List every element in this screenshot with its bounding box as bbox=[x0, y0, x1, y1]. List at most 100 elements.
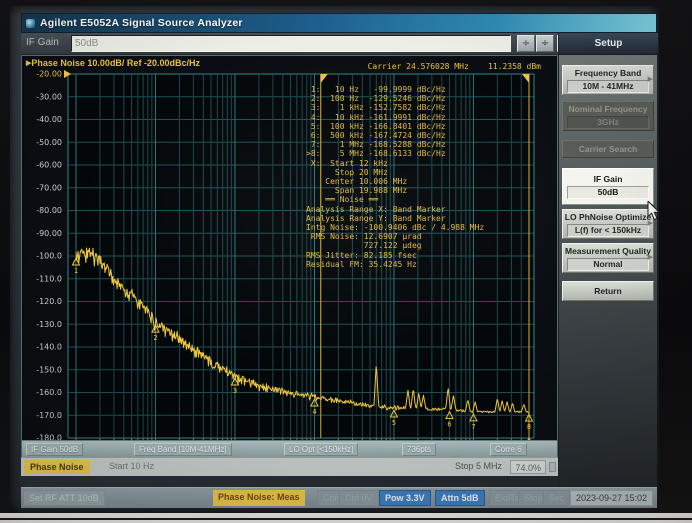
softkey-menu-title: Setup bbox=[559, 33, 658, 55]
trace-marker-5[interactable] bbox=[389, 408, 399, 418]
taskbar-item-2023-09-27-15-02: 2023-09-27 15:02 bbox=[570, 490, 654, 506]
taskbar-item-attn-5db: Attn 5dB bbox=[435, 490, 485, 506]
readout-line: >8: 5 MHz -168.6133 dBc/Hz bbox=[306, 149, 446, 159]
readout-line: ══ Noise ══ bbox=[306, 195, 379, 205]
softkey-value: L(f) for < 150kHz bbox=[567, 224, 649, 237]
window-title: Agilent E5052A Signal Source Analyzer bbox=[40, 17, 243, 29]
readout-line: 2: 100 Hz -129.5246 dBc/Hz bbox=[306, 94, 446, 104]
softkey-menu: Setup Frequency Band 10M - 41MHz ▶ Nominal … bbox=[558, 33, 658, 487]
softkey-label: Measurement Quality bbox=[565, 246, 651, 256]
spin-down-button[interactable]: ÷ bbox=[517, 35, 535, 52]
svg-text:-60.00: -60.00 bbox=[36, 161, 62, 170]
svg-text:6: 6 bbox=[447, 420, 451, 428]
svg-text:-100.0: -100.0 bbox=[36, 252, 62, 261]
readout-line: 6: 500 kHz -167.4724 dBc/Hz bbox=[306, 131, 446, 141]
status-mini-box bbox=[549, 462, 556, 472]
svg-text:-120.0: -120.0 bbox=[36, 297, 62, 306]
trace-marker-3[interactable] bbox=[230, 376, 240, 386]
carrier-readout: Carrier 24.576028 MHz 11.2358 dBm bbox=[367, 62, 541, 71]
footer-chip-corre-6: Corre 6 bbox=[490, 443, 527, 456]
softkey-carrier-search: Carrier Search bbox=[562, 140, 654, 158]
readout-line: Center 10.006 MHz bbox=[306, 177, 408, 187]
phase-noise-graph-window: -20.00 -30.00 -40.00 -50.00 -60.00 -70.00 -80.… bbox=[21, 55, 558, 458]
title-bar: Agilent E5052A Signal Source Analyzer bbox=[21, 13, 657, 33]
svg-text:5: 5 bbox=[392, 419, 396, 427]
trace-marker-1[interactable] bbox=[71, 256, 81, 266]
svg-text:-130.0: -130.0 bbox=[36, 320, 62, 329]
chevron-right-icon: ▶ bbox=[647, 220, 653, 227]
readout-line: RMS Noise: 12.6907 μrad bbox=[306, 232, 422, 242]
softkey-label: IF Gain bbox=[593, 174, 623, 184]
phase-noise-trace bbox=[75, 247, 530, 414]
chevron-right-icon: ▶ bbox=[647, 254, 653, 261]
entry-bar: IF Gain ÷ ÷ ✕ bbox=[21, 33, 657, 55]
readout-line: 1: 10 Hz -99.9999 dBc/Hz bbox=[306, 85, 446, 94]
softkey-value: Normal bbox=[567, 258, 649, 271]
photo-edge-line bbox=[0, 518, 692, 520]
trace-marker-2[interactable] bbox=[151, 324, 160, 333]
readout-line: Analysis Range Y: Band Marker bbox=[306, 213, 446, 223]
svg-text:-40.00: -40.00 bbox=[36, 115, 62, 124]
readout-line: Stop 20 MHz bbox=[306, 167, 388, 177]
taskbar-item-phase-noise-meas: Phase Noise: Meas bbox=[213, 490, 305, 506]
app-icon bbox=[26, 18, 35, 28]
svg-text:-180.0: -180.0 bbox=[36, 434, 62, 443]
softkey-measurement-quality[interactable]: Measurement Quality Normal ▶ bbox=[562, 243, 654, 273]
trace-marker-4[interactable] bbox=[310, 397, 319, 407]
readout-line: Analysis Range X: Band Marker bbox=[306, 204, 446, 214]
svg-text:-70.00: -70.00 bbox=[36, 183, 62, 192]
softkey-return[interactable]: Return bbox=[562, 281, 654, 301]
svg-text:-50.00: -50.00 bbox=[36, 138, 62, 147]
svg-text:-30.00: -30.00 bbox=[36, 92, 62, 101]
marker-readout: 1: 10 Hz -99.9999 dBc/Hz 2: 100 Hz -129.… bbox=[306, 85, 484, 269]
graph-footer-bar: IF Gain 50dB Freq Band [10M-41MHz] LO Opt … bbox=[22, 440, 557, 457]
taskbar-item-ctrl-0v: Ctrl 0V bbox=[339, 490, 379, 506]
svg-text:-160.0: -160.0 bbox=[36, 388, 62, 397]
footer-chip-736pts: 736pts bbox=[402, 443, 437, 456]
measurement-tab-phase-noise[interactable]: Phase Noise bbox=[24, 460, 90, 474]
softkey-value: 50dB bbox=[567, 186, 649, 199]
spin-up-button[interactable]: ÷ bbox=[536, 35, 554, 52]
footer-chip-if-gain-50db: IF Gain 50dB bbox=[26, 443, 84, 456]
instrument-status-bar: Set RF ATT 10dB Phase Noise: Meas Cor Ctrl … bbox=[21, 487, 657, 508]
phase-noise-chart: -20.00 -30.00 -40.00 -50.00 -60.00 -70.00 -80.… bbox=[22, 56, 557, 457]
svg-text:8: 8 bbox=[527, 423, 531, 431]
trace-marker-8[interactable] bbox=[524, 412, 534, 422]
readout-line: 727.122 μdeg bbox=[306, 241, 422, 251]
svg-text:-80.00: -80.00 bbox=[36, 206, 62, 215]
trace-scale-readout: ▶Phase Noise 10.00dB/ Ref -20.00dBc/Hz bbox=[26, 58, 200, 68]
footer-chip-lo-opt-150khz: LO Opt [<150kHz] bbox=[284, 443, 359, 456]
if-gain-input[interactable] bbox=[71, 35, 511, 52]
chevron-right-icon: ▶ bbox=[647, 76, 653, 83]
trace-marker-7[interactable] bbox=[469, 412, 478, 422]
taskbar-item-pow-3-3v: Pow 3.3V bbox=[379, 490, 431, 506]
softkey-if-gain[interactable]: IF Gain 50dB bbox=[562, 168, 654, 205]
instrument-screen: Agilent E5052A Signal Source Analyzer IF… bbox=[10, 6, 661, 513]
svg-text:1: 1 bbox=[74, 267, 78, 275]
svg-text:2: 2 bbox=[153, 334, 157, 342]
svg-text:3: 3 bbox=[233, 387, 237, 395]
taskbar-item-svc: Svc bbox=[543, 490, 571, 506]
entry-field-label: IF Gain bbox=[26, 37, 59, 48]
readout-line: 4: 10 kHz -161.9991 dBc/Hz bbox=[306, 112, 446, 122]
trace-arrow-icon: ▶ bbox=[26, 60, 32, 67]
taskbar-item-set-rf-att-10db: Set RF ATT 10dB bbox=[23, 490, 105, 506]
svg-text:-140.0: -140.0 bbox=[36, 343, 62, 352]
readout-line: Span 19.988 MHz bbox=[306, 186, 408, 196]
svg-text:4: 4 bbox=[312, 408, 316, 416]
readout-line: Intg Noise: -100.9406 dBc / 4.988 MHz bbox=[306, 223, 485, 233]
svg-text:-20.00: -20.00 bbox=[36, 70, 62, 79]
softkey-label: LO PhNoise Optimize bbox=[564, 212, 652, 222]
svg-text:-110.0: -110.0 bbox=[36, 274, 62, 283]
softkey-value: 3GHz bbox=[567, 116, 649, 129]
svg-text:-150.0: -150.0 bbox=[36, 365, 62, 374]
sweep-start-readout: Start 10 Hz bbox=[109, 461, 155, 471]
trace-marker-6[interactable] bbox=[445, 410, 454, 419]
svg-text:7: 7 bbox=[471, 423, 475, 431]
softkey-frequency-band[interactable]: Frequency Band 10M - 41MHz ▶ bbox=[562, 65, 654, 95]
softkey-lo-phnoise-optimize[interactable]: LO PhNoise Optimize L(f) for < 150kHz ▶ bbox=[562, 209, 654, 239]
footer-chip-freq-band-10m-41mhz: Freq Band [10M-41MHz] bbox=[134, 443, 232, 456]
measurement-status-bar: Phase Noise Start 10 Hz Stop 5 MHz 74.0% bbox=[21, 457, 558, 476]
softkey-label: Frequency Band bbox=[574, 68, 642, 78]
